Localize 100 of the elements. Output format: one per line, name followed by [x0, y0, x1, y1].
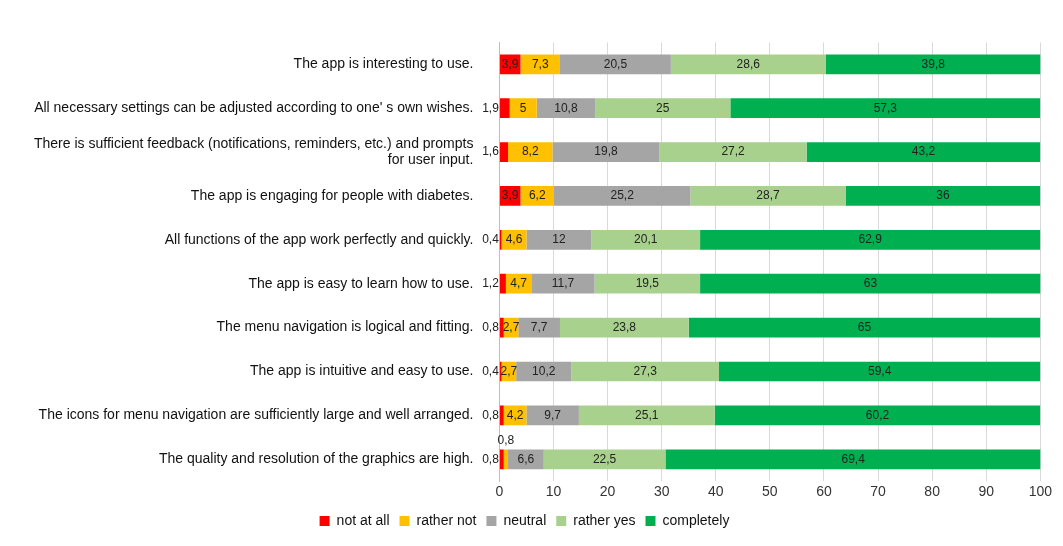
bar — [552, 142, 660, 162]
data-label: 20,1 — [634, 232, 658, 247]
bar — [559, 317, 689, 338]
bar — [499, 317, 504, 338]
data-label: 10,2 — [532, 363, 556, 378]
bar — [719, 361, 1041, 382]
data-label: 1,2 — [482, 276, 500, 291]
bar — [665, 449, 1041, 470]
data-label: 19,5 — [635, 276, 660, 291]
y-tick-label: The app is engaging for people with diabetes. — [190, 186, 474, 203]
data-label: 63 — [863, 276, 878, 291]
data-label: 6,2 — [528, 188, 546, 203]
bar — [499, 449, 504, 470]
data-label: 0,4 — [482, 232, 500, 247]
x-tick-label: 30 — [653, 483, 670, 500]
data-label: 0,4 — [482, 363, 500, 378]
x-tick-label: 40 — [707, 483, 724, 500]
data-label: 59,4 — [867, 363, 892, 378]
data-label: 25,1 — [635, 407, 659, 422]
bar — [578, 405, 715, 426]
bar — [559, 54, 671, 75]
bar — [595, 98, 731, 119]
bar — [825, 54, 1041, 75]
legend-label: rather yes — [573, 511, 636, 528]
data-label: 27,2 — [721, 144, 746, 159]
data-label: 1,9 — [482, 100, 500, 115]
y-tick-label: All functions of the app work perfectly and quickly. — [164, 230, 474, 247]
y-tick-label: The app is easy to learn how to use. — [248, 274, 474, 291]
data-label: 43,2 — [911, 144, 936, 159]
data-label: 6,6 — [517, 451, 535, 466]
data-label: 25,2 — [610, 188, 635, 203]
bar — [531, 273, 595, 294]
legend-label: rather not — [416, 511, 477, 528]
data-label: 57,3 — [873, 100, 898, 115]
data-label: 20,5 — [603, 56, 628, 71]
x-tick-label: 50 — [762, 483, 778, 500]
legend-label: neutral — [503, 511, 547, 528]
bar — [700, 229, 1041, 250]
data-label: 65 — [857, 319, 872, 334]
bar — [536, 98, 596, 119]
y-tick-label: The menu navigation is logical and fitting. — [216, 318, 474, 335]
bar — [509, 98, 537, 119]
data-label: 28,7 — [756, 188, 780, 203]
data-label: 39,8 — [921, 56, 946, 71]
data-label: 25 — [656, 100, 670, 115]
bar — [688, 317, 1041, 338]
data-label: 28,6 — [736, 56, 761, 71]
x-tick-label: 90 — [978, 483, 995, 500]
bar — [806, 142, 1041, 162]
x-tick-label: 20 — [599, 483, 616, 500]
x-tick-label: 70 — [870, 483, 887, 500]
bar — [659, 142, 807, 162]
bar — [700, 273, 1041, 294]
data-label: 22,5 — [592, 451, 617, 466]
bar — [526, 229, 592, 250]
x-tick-label: 10 — [545, 483, 562, 500]
data-label: 69,4 — [841, 451, 866, 466]
bar — [499, 405, 504, 426]
data-label: 9,7 — [544, 407, 562, 422]
bar — [730, 98, 1041, 119]
data-label: 0,8 — [482, 407, 500, 422]
data-label: 11,7 — [551, 276, 575, 291]
y-tick-label: The quality and resolution of the graphics are high. — [158, 450, 474, 467]
y-tick-label: The app is interesting to use. — [293, 55, 474, 72]
data-label: 4,6 — [505, 232, 523, 247]
data-label: 60,2 — [865, 407, 890, 422]
legend-label: completely — [662, 511, 730, 528]
data-label: 3,9 — [501, 188, 519, 203]
x-tick-label: 100 — [1028, 483, 1053, 500]
data-label: 10,8 — [554, 100, 578, 115]
data-label: 7,7 — [530, 319, 548, 334]
data-label: 27,3 — [633, 363, 658, 378]
data-label: 19,8 — [594, 144, 618, 159]
legend-label: not at all — [336, 511, 390, 528]
data-label: 7,3 — [531, 56, 549, 71]
bar — [508, 142, 553, 162]
y-tick-label: All necessary settings can be adjusted according to one' s own wishes. — [34, 99, 474, 116]
y-tick-label: The icons for menu navigation are sufficiently large and well arranged. — [38, 406, 474, 423]
bar — [499, 142, 509, 162]
x-tick-label: 80 — [924, 483, 941, 500]
bar — [714, 405, 1041, 426]
bar — [591, 229, 701, 250]
bar — [670, 54, 826, 75]
data-label: 4,7 — [510, 276, 528, 291]
bar — [571, 361, 720, 382]
data-label: 5 — [519, 100, 527, 115]
bar — [554, 186, 691, 206]
bar — [543, 449, 666, 470]
data-label: 3,9 — [501, 56, 519, 71]
x-tick-label: 60 — [816, 483, 832, 500]
data-label: 12 — [552, 232, 566, 247]
x-tick-label: 0 — [495, 483, 504, 500]
y-tick-label: There is sufficient feedback (notifications, reminders, etc.) and prompts for user input. — [34, 134, 474, 168]
data-label: 23,8 — [612, 319, 637, 334]
data-label: 4,2 — [506, 407, 524, 422]
y-tick-label: The app is intuitive and easy to use. — [250, 362, 474, 379]
data-label: 0,8 — [482, 451, 500, 466]
bar — [503, 449, 509, 470]
bar — [520, 54, 560, 75]
data-label: 0,8 — [482, 319, 500, 334]
